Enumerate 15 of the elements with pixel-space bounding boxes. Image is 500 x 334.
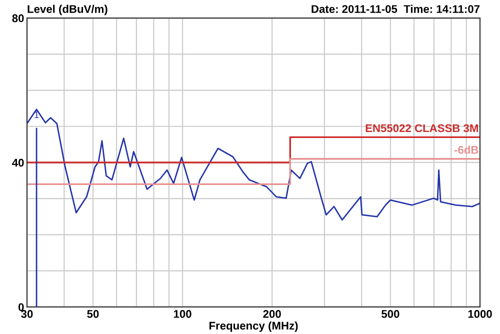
series-label: -6dB — [454, 146, 478, 154]
x-axis-title: Frequency (MHz) — [209, 321, 298, 332]
series-label: EN55022 CLASSB 3M — [366, 124, 478, 132]
x-tick-label: 100 — [174, 310, 192, 318]
x-tick-label: 1000 — [468, 310, 492, 318]
y-tick-label: 0 — [18, 303, 24, 312]
y-axis-title: Level (dBuV/m) — [28, 4, 108, 16]
x-tick-label: 200 — [263, 310, 281, 318]
chart-title: Date: 2011-11-05 Time: 14:11:07 — [312, 4, 480, 13]
annotation: 1 — [34, 111, 39, 118]
x-tick-label: 30 — [21, 310, 33, 318]
x-tick-label: 50 — [87, 310, 99, 318]
x-tick-label: 500 — [382, 310, 400, 318]
y-tick-label: 40 — [12, 158, 24, 167]
y-tick-label: 80 — [12, 14, 24, 22]
